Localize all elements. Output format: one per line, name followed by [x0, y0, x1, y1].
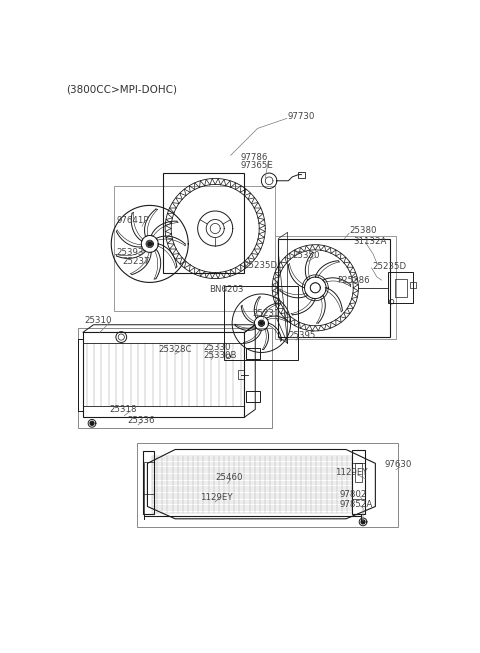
Text: 25310: 25310	[84, 315, 112, 325]
Bar	[225, 286, 299, 360]
Text: 97786: 97786	[240, 153, 268, 162]
Text: 25395: 25395	[288, 331, 316, 340]
Bar	[352, 449, 365, 514]
Circle shape	[361, 520, 365, 524]
Bar	[410, 281, 416, 288]
Text: BN0203: BN0203	[209, 285, 243, 294]
Text: 25330: 25330	[204, 343, 231, 353]
Bar	[238, 370, 244, 379]
Text: 25235D: 25235D	[243, 261, 277, 270]
Bar	[299, 172, 304, 178]
Text: 31132A: 31132A	[354, 237, 387, 246]
Text: 25380: 25380	[349, 227, 377, 235]
Text: 1129EY: 1129EY	[200, 493, 232, 502]
Bar	[355, 464, 361, 482]
Bar	[163, 173, 244, 273]
Text: 25393: 25393	[117, 248, 144, 257]
Text: 25231: 25231	[252, 309, 280, 318]
Circle shape	[148, 242, 152, 246]
Text: 97802: 97802	[340, 490, 367, 500]
Bar	[246, 391, 260, 402]
Bar	[78, 328, 272, 428]
Bar	[143, 451, 154, 514]
Text: 25330B: 25330B	[204, 351, 237, 360]
Bar	[278, 238, 390, 337]
Text: 97365E: 97365E	[240, 161, 274, 170]
Text: 25336: 25336	[127, 416, 155, 424]
Text: 25350: 25350	[292, 251, 320, 260]
Text: 25237: 25237	[123, 257, 150, 266]
Text: 97852A: 97852A	[340, 500, 373, 509]
Text: 25235D: 25235D	[372, 262, 407, 271]
Text: 25328C: 25328C	[158, 345, 192, 354]
Text: 25318: 25318	[109, 405, 136, 414]
Bar	[388, 272, 413, 303]
Bar	[246, 348, 260, 358]
Text: 25460: 25460	[215, 473, 243, 482]
Text: 97630: 97630	[384, 460, 412, 470]
Circle shape	[310, 283, 321, 293]
Text: P25386: P25386	[337, 276, 370, 285]
Circle shape	[210, 223, 220, 234]
Bar	[137, 443, 398, 526]
Text: 1129EY: 1129EY	[335, 468, 367, 477]
Text: 97641P: 97641P	[117, 215, 149, 225]
Bar	[395, 279, 407, 297]
Circle shape	[90, 421, 94, 425]
Circle shape	[260, 321, 264, 325]
Text: (3800CC>MPI-DOHC): (3800CC>MPI-DOHC)	[66, 85, 177, 95]
Text: 97730: 97730	[288, 112, 315, 121]
